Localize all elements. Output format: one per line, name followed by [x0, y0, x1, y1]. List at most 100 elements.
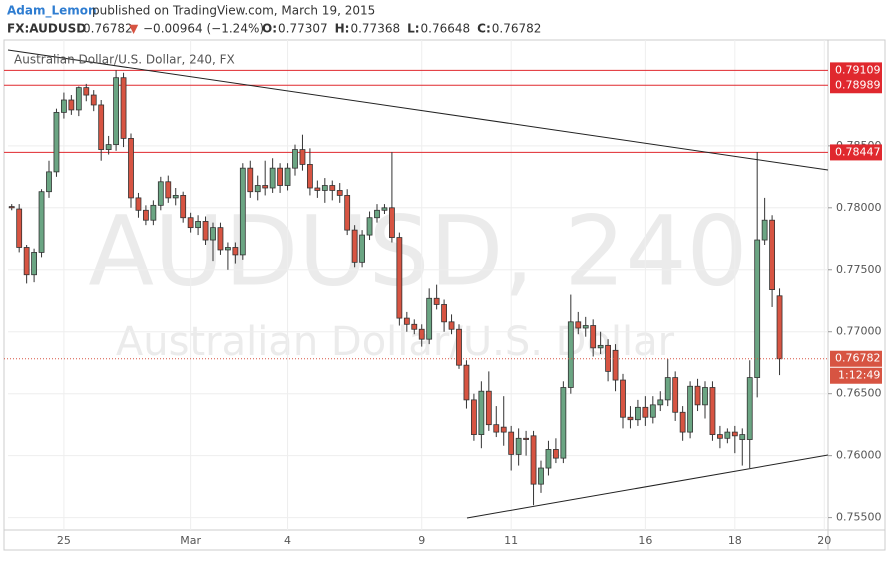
- candle-body: [672, 377, 679, 413]
- last-price-label: 0.76782: [835, 352, 881, 365]
- candle-body: [493, 424, 500, 433]
- candle-body: [515, 437, 522, 455]
- y-tick-label: 0.75500: [836, 511, 882, 524]
- candle-body: [232, 247, 239, 256]
- candle-body: [187, 217, 194, 229]
- y-tick-label: 0.76500: [836, 387, 882, 400]
- candle-body: [597, 344, 604, 349]
- candle-body: [23, 247, 30, 276]
- x-tick-label: 18: [728, 534, 742, 547]
- candle-body: [448, 321, 455, 330]
- candle-body: [620, 379, 626, 418]
- candle-body: [553, 449, 559, 459]
- candle-body: [717, 434, 723, 439]
- candle-body: [582, 325, 589, 329]
- candle-body: [649, 404, 656, 418]
- candle-body: [269, 167, 276, 189]
- candle-body: [165, 181, 172, 199]
- level-tag: [830, 62, 882, 79]
- watermark: AUDUSD, 240 Australian Dollar/U.S. Dolla…: [88, 195, 747, 365]
- candle-body: [664, 377, 671, 401]
- y-tick-label: 0.76000: [836, 449, 882, 462]
- candle-body: [605, 344, 611, 372]
- author[interactable]: Adam_Lemon: [7, 4, 97, 19]
- candle-body: [709, 387, 716, 435]
- candle-body: [113, 77, 119, 146]
- chart-title: Australian Dollar/U.S. Dollar, 240, FX: [14, 53, 235, 67]
- x-tick-label: 20: [817, 534, 831, 547]
- candle-body: [98, 104, 105, 150]
- y-tick-label: 0.77000: [836, 325, 882, 338]
- change: −0.00964 (−1.24%): [143, 22, 264, 36]
- x-tick-label: 9: [418, 534, 425, 547]
- x-tick-label: 16: [638, 534, 652, 547]
- last-price-tag: [830, 350, 882, 367]
- candle-body: [433, 297, 440, 305]
- watermark-name: Australian Dollar/U.S. Dollar: [116, 319, 675, 365]
- x-tick-label: 4: [284, 534, 291, 547]
- candle-body: [217, 227, 224, 251]
- watermark-symbol: AUDUSD, 240: [88, 195, 747, 307]
- candle-body: [560, 387, 567, 459]
- candle-body: [75, 87, 82, 111]
- y-tick-label: 0.78000: [836, 201, 882, 214]
- candle-body: [292, 149, 298, 169]
- candle-body: [143, 209, 149, 221]
- candle-body: [485, 390, 492, 426]
- candle-body: [567, 321, 574, 388]
- last: 0.76782: [83, 22, 133, 36]
- candle-body: [46, 171, 52, 193]
- level-tag: [830, 144, 882, 161]
- candle-body: [523, 437, 529, 440]
- candle-body: [687, 385, 693, 433]
- chart-frame: [3, 39, 886, 551]
- candle-body: [157, 181, 164, 206]
- candle-body: [403, 317, 410, 325]
- candle-body: [16, 208, 23, 248]
- change-arrow: ▼: [129, 22, 139, 36]
- published: published on TradingView.com, March 19, …: [92, 4, 375, 18]
- candle-body: [210, 227, 216, 241]
- candle-body: [262, 185, 269, 189]
- candle-body: [441, 304, 447, 323]
- candle-body: [575, 321, 582, 329]
- candle-body: [344, 195, 351, 231]
- candle-body: [456, 328, 462, 366]
- candle-body: [381, 207, 388, 211]
- candle-body: [225, 247, 231, 251]
- candle-body: [359, 234, 365, 263]
- ohlc-label: O:: [262, 22, 277, 36]
- ohlc-value: 0.77368: [350, 22, 400, 36]
- candle-body: [679, 411, 686, 433]
- candle-body: [731, 431, 738, 437]
- ohlc-value: 0.76648: [421, 22, 471, 36]
- candle-body: [389, 207, 395, 238]
- candle-body: [254, 185, 261, 193]
- candle-body: [150, 204, 157, 221]
- candle-body: [105, 144, 112, 150]
- candle-body: [31, 252, 37, 276]
- candle-body: [247, 167, 254, 193]
- candle-body: [135, 197, 142, 211]
- candle-body: [68, 99, 75, 111]
- candle-body: [635, 406, 641, 421]
- candle-body: [530, 435, 537, 485]
- level-tag: [830, 77, 882, 94]
- candle-body: [38, 191, 45, 253]
- ohlc-label: C:: [477, 22, 491, 36]
- candle-body: [694, 385, 701, 406]
- candle-body: [776, 295, 783, 360]
- candle-body: [83, 87, 90, 96]
- candle-body: [351, 229, 358, 263]
- candle-body: [463, 364, 470, 401]
- candle-body: [239, 167, 246, 256]
- candle-body: [180, 195, 187, 219]
- candle-body: [702, 387, 708, 406]
- candle-body: [396, 237, 403, 319]
- candle-body: [307, 164, 313, 189]
- header: Adam_Lemon published on TradingView.com,…: [7, 4, 541, 36]
- candle-body: [754, 239, 761, 378]
- candle-body: [545, 449, 552, 469]
- candle-body: [277, 167, 283, 186]
